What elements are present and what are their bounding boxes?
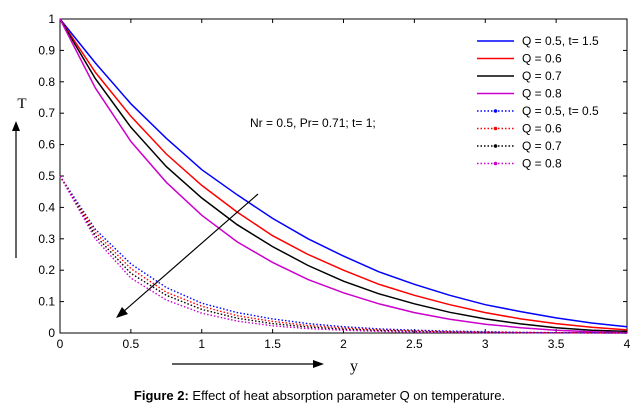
x-tick-label: 0.5 (123, 337, 140, 351)
series-line-4 (59, 18, 628, 334)
y-tick-label: 0.2 (38, 263, 55, 277)
y-tick-label: 0.6 (38, 138, 55, 152)
y-tick-label: 0.9 (38, 43, 55, 57)
series-line-8 (59, 175, 627, 334)
y-tick-label: 1 (48, 12, 55, 26)
y-tick-label: 0.4 (38, 200, 55, 214)
legend: Q = 0.5, t= 1.5 Q = 0.6 Q = 0.7 Q = 0.8 Q = … (477, 34, 599, 171)
legend-marker (493, 161, 498, 166)
y-tick-label: 0.8 (38, 75, 55, 89)
axis-ticks (59, 18, 628, 334)
legend-marker (493, 144, 498, 148)
x-tick-label: 2 (340, 337, 347, 351)
y-tick-label: 0.3 (38, 232, 55, 246)
x-axis-label: y (350, 358, 358, 375)
series-line-2 (59, 18, 628, 331)
series-line-7 (59, 175, 628, 334)
y-tick-label: 0.7 (38, 106, 55, 120)
x-tick-label: 0 (57, 337, 64, 351)
legend-label: Q = 0.6 (522, 52, 562, 66)
legend-label: Q = 0.7 (522, 139, 562, 153)
y-tick-label: 0 (48, 326, 55, 340)
plot-frame (59, 18, 628, 334)
trend-arrow (116, 193, 259, 318)
x-tick-labels: 0 0.5 1 1.5 2 2.5 3 3.5 4 (57, 337, 631, 351)
series-line-1 (59, 18, 628, 328)
series-line-6 (59, 175, 628, 334)
x-tick-label: 3.5 (548, 337, 565, 351)
series-line-5 (59, 175, 628, 334)
y-axis-label: T (17, 96, 26, 112)
y-direction-arrow (12, 121, 20, 258)
y-tick-label: 0.5 (38, 169, 55, 183)
y-tick-labels: 0 0.1 0.2 0.3 0.4 0.5 0.6 0.7 0.8 0.9 1 (38, 12, 55, 340)
legend-marker (493, 126, 498, 131)
x-tick-label: 1 (198, 337, 205, 351)
legend-label: Q = 0.8 (522, 87, 562, 101)
figure-caption: Figure 2: Effect of heat absorption para… (0, 388, 639, 403)
legend-label: Q = 0.6 (522, 122, 562, 136)
legend-label: Q = 0.5, t= 1.5 (522, 34, 599, 48)
x-tick-label: 2.5 (406, 337, 423, 351)
x-tick-label: 3 (482, 337, 489, 351)
caption-label: Figure 2: (133, 388, 189, 403)
caption-text: Effect of heat absorption parameter Q on… (192, 388, 506, 403)
x-tick-label: 4 (624, 337, 631, 351)
legend-label: Q = 0.8 (522, 157, 562, 171)
x-direction-arrow (172, 360, 324, 368)
parameter-annotation: Nr = 0.5, Pr= 0.71; t= 1; (250, 116, 376, 130)
legend-marker (493, 109, 498, 113)
legend-label: Q = 0.7 (522, 69, 562, 83)
x-tick-label: 1.5 (264, 337, 281, 351)
legend-label: Q = 0.5, t= 0.5 (522, 104, 599, 118)
y-tick-label: 0.1 (38, 295, 55, 309)
series-line-3 (59, 18, 628, 333)
series-lines (59, 18, 628, 334)
